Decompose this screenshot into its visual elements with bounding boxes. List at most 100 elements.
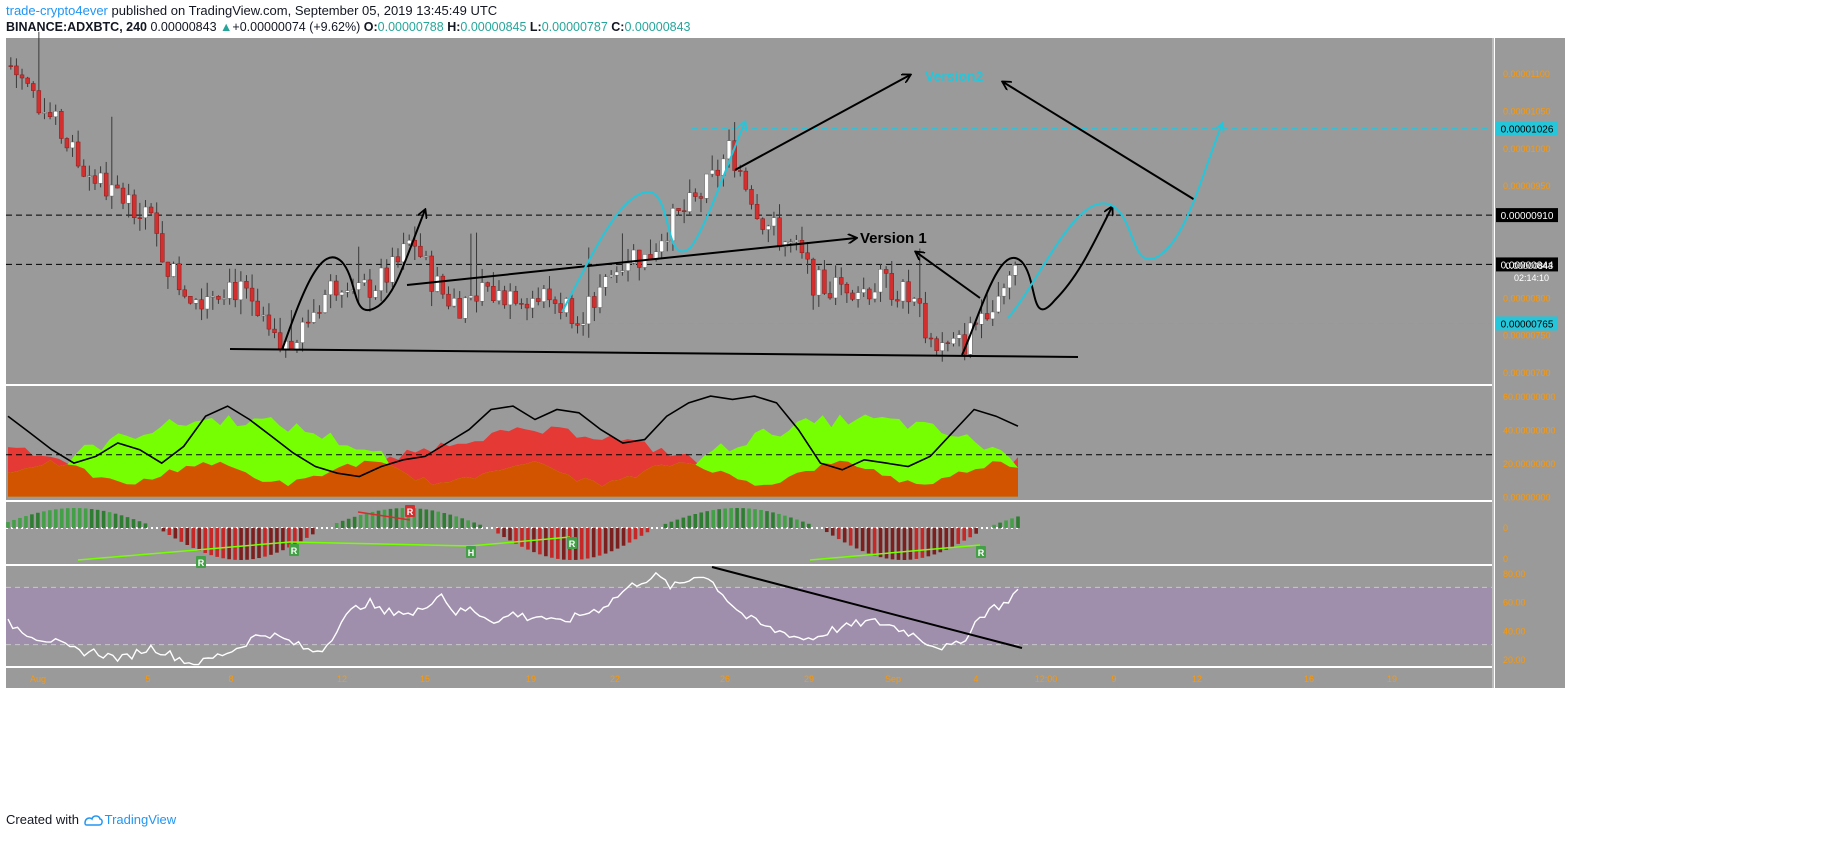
histogram-bar-positive — [65, 508, 70, 528]
candle-up — [126, 194, 131, 204]
rsi-band — [6, 587, 1492, 645]
high-label: H: — [447, 20, 461, 34]
histogram-bar-negative — [944, 528, 949, 550]
histogram-bar-negative — [305, 528, 309, 538]
price-tick-label: 0.00000950 — [1503, 181, 1551, 191]
tradingview-brand[interactable]: TradingView — [104, 812, 177, 827]
candle-down — [844, 283, 850, 294]
histogram-bar-positive — [711, 510, 716, 528]
candle-down — [305, 321, 311, 324]
histogram-bar-positive — [789, 517, 793, 528]
histogram-bar-positive — [107, 512, 112, 528]
histogram-bar-positive — [1016, 516, 1020, 528]
histogram-bar-positive — [472, 522, 476, 528]
histogram-bar-positive — [95, 509, 100, 528]
candle-down — [367, 279, 373, 298]
candle-down — [883, 269, 889, 274]
candle-down — [637, 249, 642, 268]
histogram-bar-negative — [836, 528, 841, 540]
histogram-bar-negative — [956, 528, 961, 544]
candle-down — [485, 282, 490, 287]
candle-down — [25, 77, 30, 84]
candle-down — [36, 90, 42, 114]
high-value: 0.00000845 — [460, 20, 527, 34]
histogram-bar-negative — [287, 528, 291, 548]
footer: Created with TradingView — [6, 812, 176, 827]
candle-down — [249, 287, 255, 302]
histogram-bar-negative — [167, 528, 172, 535]
candle-up — [451, 298, 457, 307]
candle-down — [524, 303, 530, 309]
red-area-series — [8, 426, 1018, 497]
histogram-bar-negative — [884, 528, 889, 559]
candle-down — [92, 175, 98, 184]
candle-down — [446, 293, 451, 307]
time-tick-label: Sep — [885, 674, 901, 684]
candle-up — [42, 112, 47, 114]
level-label-box — [1496, 121, 1558, 136]
histogram-bar-positive — [77, 508, 82, 528]
indicator-tick-label: 40.00000000 — [1503, 426, 1556, 436]
price-tick-label: 0.00001100 — [1503, 69, 1550, 79]
candle-down — [575, 323, 580, 326]
candle-up — [614, 271, 620, 276]
green-area-series — [8, 414, 1018, 497]
created-with-text: Created with — [6, 812, 79, 827]
level-label-box — [1496, 208, 1558, 223]
candle-down — [732, 140, 737, 171]
histogram-bar-positive — [723, 508, 727, 528]
price-tick-label: 0.00001050 — [1503, 106, 1551, 116]
candle-up — [204, 296, 210, 310]
candle-up — [468, 295, 474, 299]
candle-down — [715, 169, 721, 176]
histogram-bar-positive — [777, 513, 781, 528]
triangle-up-icon: ▲ — [220, 20, 233, 34]
candle-down — [502, 290, 507, 306]
candle-down — [137, 217, 143, 219]
candle-up — [53, 111, 58, 117]
histogram-bar-positive — [448, 514, 453, 528]
candle-down — [120, 187, 126, 204]
candle-up — [726, 140, 732, 160]
histogram-bar-negative — [526, 528, 530, 550]
histogram-bar-negative — [932, 528, 937, 555]
candle-up — [878, 269, 883, 293]
level-label-box — [1496, 257, 1558, 272]
histogram-bar-negative — [830, 528, 835, 536]
histogram-divergence-line — [289, 541, 471, 547]
level-label: 0.00000765 — [1501, 319, 1554, 330]
candle-up — [238, 281, 244, 301]
time-tick-label: 15 — [420, 674, 430, 684]
histogram-bar-negative — [293, 528, 297, 545]
cyan-projection-version-2 — [1007, 124, 1222, 319]
candle-down — [895, 299, 900, 302]
time-tick-label: 8 — [228, 674, 233, 684]
histogram-bar-negative — [173, 528, 178, 539]
symbol-name[interactable]: BINANCE:ADXBTC, 240 — [6, 20, 147, 34]
signal-marker-box — [405, 505, 415, 517]
price-tick-label: 0.00001000 — [1503, 144, 1551, 154]
author-link[interactable]: trade-crypto4ever — [6, 3, 108, 18]
candle-down — [777, 217, 782, 248]
histogram-bar-negative — [926, 528, 931, 557]
candle-up — [362, 279, 367, 284]
histogram-bar-positive — [436, 511, 441, 528]
histogram-bar-negative — [191, 528, 196, 548]
time-tick-label: 19 — [526, 674, 536, 684]
bar-countdown-label: 02:14:10 — [1514, 273, 1549, 283]
histogram-bar-negative — [275, 528, 279, 553]
candle-up — [620, 270, 625, 273]
histogram-bar-positive — [442, 513, 447, 528]
histogram-bar-negative — [281, 528, 285, 551]
rsi-tick-label: 60.00 — [1503, 598, 1526, 608]
histogram-bar-positive — [12, 519, 16, 528]
candle-up — [496, 290, 502, 301]
histogram-bar-positive — [30, 514, 34, 528]
histogram-bar-negative — [185, 528, 190, 546]
level-label: 0.00000910 — [1501, 211, 1554, 222]
histogram-bar-negative — [962, 528, 967, 541]
time-tick-label: 12 — [1192, 674, 1202, 684]
candle-down — [19, 74, 25, 79]
time-axis-background — [6, 668, 1492, 688]
